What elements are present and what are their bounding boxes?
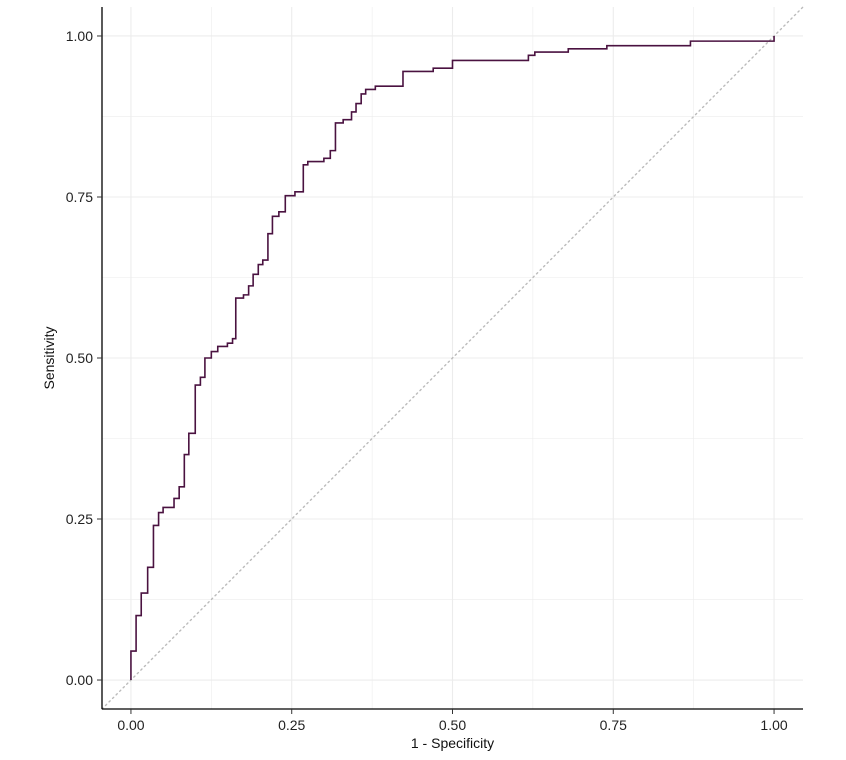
x-tick-label: 0.00 [117,717,144,733]
x-tick-label: 0.75 [600,717,627,733]
roc-curve-line [130,35,775,681]
grid [102,7,803,709]
y-tick-label: 0.50 [66,350,93,366]
y-tick-label: 0.75 [66,189,93,205]
y-tick-label: 0.00 [66,672,93,688]
y-axis-title: Sensitivity [41,326,57,389]
x-axis-title: 1 - Specificity [411,735,494,751]
y-tick-label: 0.25 [66,511,93,527]
y-tick-label: 1.00 [66,28,93,44]
axis-ticks: 0.00 0.25 0.50 0.75 1.00 0.00 0.25 0.50 0.75 1.00 [66,28,788,733]
x-tick-label: 1.00 [760,717,787,733]
x-tick-label: 0.50 [439,717,466,733]
reference-diagonal-line [101,6,804,710]
x-tick-label: 0.25 [278,717,305,733]
